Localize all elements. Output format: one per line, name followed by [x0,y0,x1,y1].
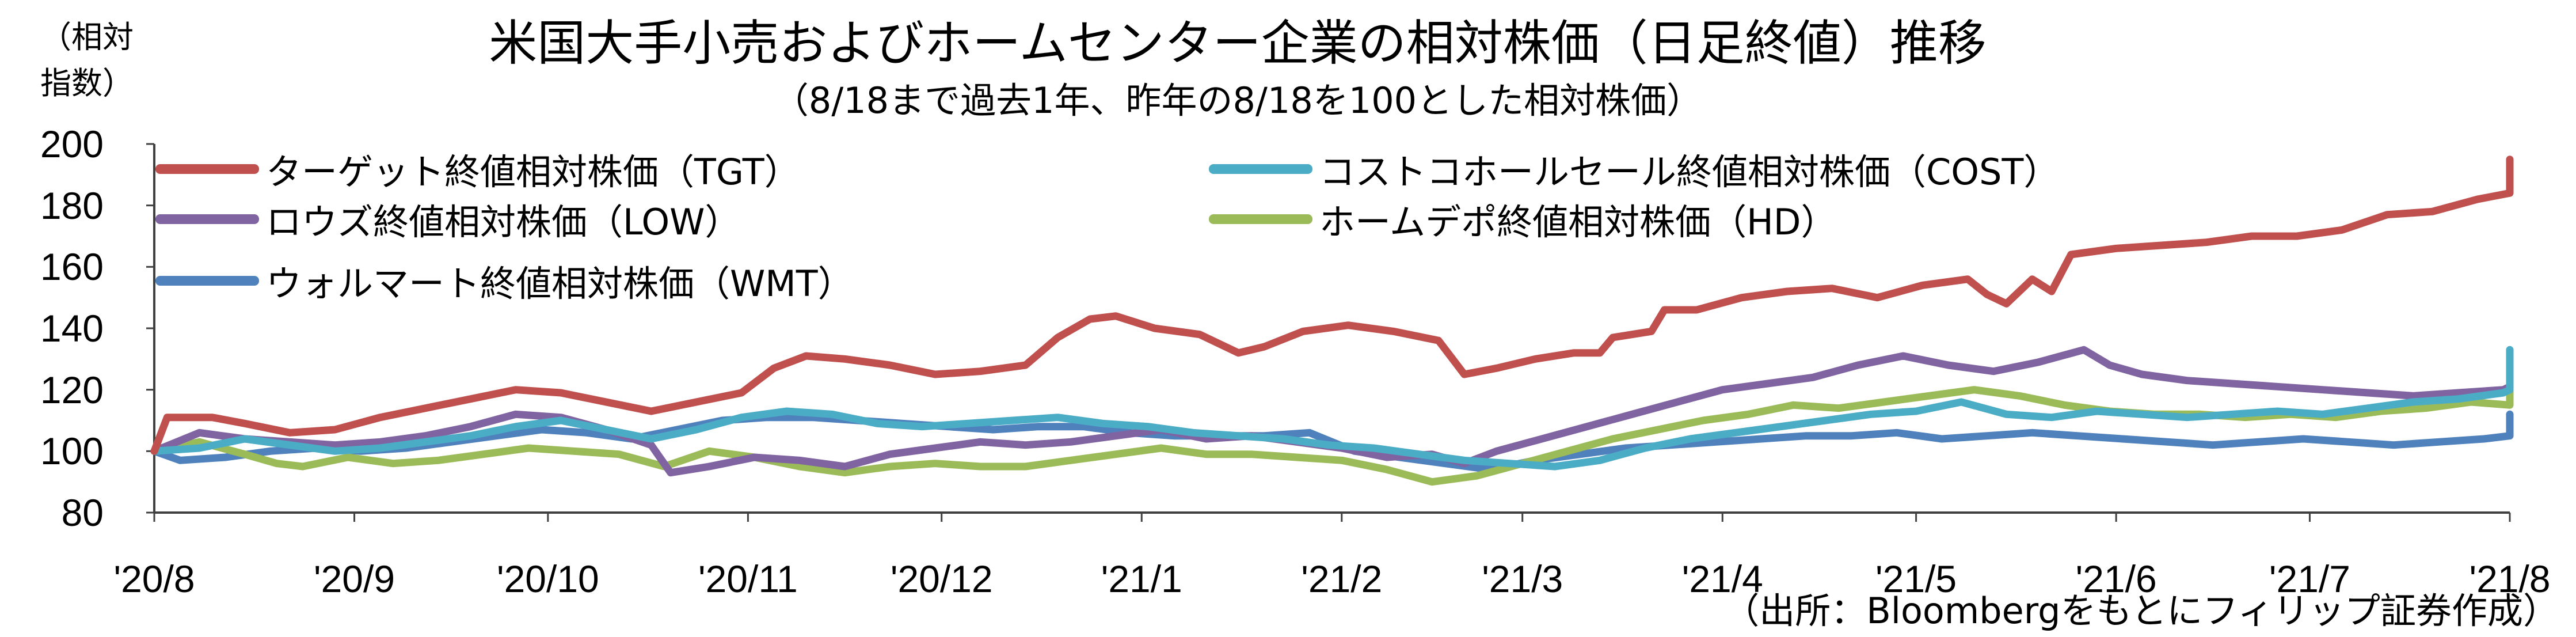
legend-label: ターゲット終値相対株価（TGT） [266,151,800,193]
source-note: （出所：Bloombergをもとにフィリップ証券作成） [1723,590,2559,632]
y-tick-label: 80 [61,491,104,534]
y-tick-label: 180 [40,184,104,227]
legend-swatch [1209,164,1312,174]
legend-swatch [155,214,259,224]
legend-entry: ロウズ終値相対株価（LOW） [155,193,740,245]
legend-label: ウォルマート終値相対株価（WMT） [266,263,854,305]
x-tick-label: '21/6 [2075,558,2157,600]
legend-label: ホームデポ終値相対株価（HD） [1319,201,1837,243]
x-tick-label: '20/10 [496,558,599,600]
legend-entry: コストコホールセール終値相対株価（COST） [1209,143,2059,195]
y-tick-label: 160 [40,245,104,289]
legend-entry: ウォルマート終値相対株価（WMT） [155,255,854,306]
x-tick-label: '20/12 [890,558,993,600]
legend-label: ロウズ終値相対株価（LOW） [266,201,741,243]
chart-title: 米国大手小売およびホームセンター企業の相対株価（日足終値）推移 [489,15,1987,71]
x-tick-label: '21/2 [1301,558,1383,600]
y-tick-label: 100 [40,430,104,473]
legend-swatch [155,164,259,174]
series-line-0 [150,156,2514,455]
chart-subtitle: （8/18まで過去1年、昨年の8/18を100とした相対株価） [773,79,1703,122]
x-tick-label: '21/1 [1101,558,1182,600]
x-tick-label: '20/8 [113,558,195,600]
legend-entry: ターゲット終値相対株価（TGT） [155,143,800,195]
legend-label: コストコホールセール終値相対株価（COST） [1319,151,2060,193]
series-lines [150,156,2514,486]
x-tick-label: '20/11 [698,558,798,600]
legend-swatch [155,275,259,286]
x-tick-label: '20/9 [314,558,395,600]
y-tick-label: 200 [40,123,104,165]
x-tick-label: '21/5 [1875,558,1957,600]
y-axis-unit-label: （相対 指数） [40,19,134,101]
legend-swatch [1209,214,1312,224]
y-tick-label: 140 [40,307,104,350]
x-tick-label: '21/8 [2469,558,2551,600]
y-tick-label: 120 [40,368,104,411]
legend-entry: ホームデポ終値相対株価（HD） [1209,193,1837,245]
series-line-1 [150,346,2514,471]
series-line-3 [150,386,2514,486]
x-tick-label: '21/4 [1681,558,1763,600]
x-tick-label: '21/3 [1482,558,1563,600]
x-tick-label: '21/7 [2269,558,2350,600]
